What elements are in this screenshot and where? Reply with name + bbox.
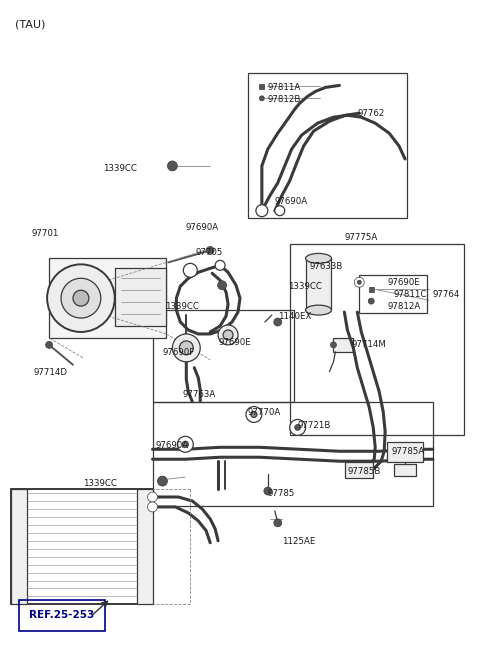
- Circle shape: [180, 341, 193, 355]
- Bar: [346, 462, 373, 478]
- Circle shape: [357, 280, 361, 284]
- Text: 97721B: 97721B: [298, 421, 331, 430]
- Text: 97785: 97785: [268, 489, 295, 498]
- Circle shape: [259, 96, 264, 101]
- Circle shape: [147, 502, 157, 512]
- Text: 97714D: 97714D: [33, 368, 67, 377]
- Bar: [248, 74, 407, 218]
- Circle shape: [47, 264, 115, 332]
- Bar: [153, 402, 433, 506]
- Text: 97770A: 97770A: [248, 408, 281, 417]
- Bar: [334, 338, 353, 352]
- Circle shape: [46, 342, 53, 348]
- Circle shape: [264, 487, 272, 495]
- Circle shape: [217, 281, 227, 289]
- Circle shape: [218, 325, 238, 345]
- Circle shape: [275, 205, 285, 216]
- Bar: [137, 489, 153, 604]
- Circle shape: [368, 298, 374, 304]
- Text: (TAU): (TAU): [15, 20, 46, 30]
- Text: 97762: 97762: [357, 110, 384, 118]
- Bar: [49, 258, 167, 338]
- Text: 97811C: 97811C: [393, 290, 427, 299]
- Bar: [259, 84, 264, 89]
- Circle shape: [157, 476, 168, 486]
- Circle shape: [354, 277, 364, 288]
- Circle shape: [182, 441, 188, 447]
- Text: 1140EX: 1140EX: [278, 312, 311, 321]
- Text: 97690A: 97690A: [156, 441, 189, 451]
- Circle shape: [206, 246, 214, 254]
- Circle shape: [178, 436, 193, 452]
- Bar: [306, 258, 332, 310]
- Circle shape: [73, 290, 89, 306]
- Bar: [290, 244, 464, 436]
- Bar: [360, 275, 427, 313]
- Text: 97812A: 97812A: [387, 302, 420, 311]
- Circle shape: [61, 278, 101, 318]
- Circle shape: [295, 424, 300, 430]
- Bar: [115, 269, 167, 326]
- Text: 97690A: 97690A: [275, 197, 308, 206]
- Bar: [394, 464, 416, 476]
- Text: 1339CC: 1339CC: [103, 164, 137, 173]
- Bar: [12, 489, 153, 604]
- Text: 97690E: 97690E: [218, 338, 251, 347]
- Text: 97701: 97701: [31, 229, 59, 237]
- Circle shape: [246, 407, 262, 422]
- Text: 97633B: 97633B: [310, 262, 343, 271]
- Circle shape: [256, 205, 268, 216]
- Circle shape: [274, 519, 282, 527]
- Text: 97690E: 97690E: [387, 278, 420, 288]
- Text: 97714M: 97714M: [351, 340, 386, 349]
- Circle shape: [290, 419, 306, 436]
- Text: 97775A: 97775A: [344, 233, 378, 241]
- Text: 1339CC: 1339CC: [288, 282, 322, 291]
- Text: 97785B: 97785B: [348, 467, 381, 476]
- Text: 97812B: 97812B: [268, 95, 301, 104]
- Ellipse shape: [306, 254, 332, 263]
- Text: 1125AE: 1125AE: [282, 537, 315, 546]
- Bar: [153, 310, 294, 402]
- Circle shape: [274, 318, 282, 326]
- Circle shape: [172, 334, 200, 362]
- Text: 1339CC: 1339CC: [83, 479, 117, 488]
- Text: 97763A: 97763A: [182, 390, 216, 398]
- Circle shape: [183, 263, 197, 277]
- Text: 97690F: 97690F: [162, 348, 195, 357]
- Text: 97785A: 97785A: [391, 447, 424, 456]
- Circle shape: [147, 492, 157, 502]
- Text: REF.25-253: REF.25-253: [29, 610, 95, 620]
- Text: 97811A: 97811A: [268, 83, 301, 93]
- Text: 97764: 97764: [433, 290, 460, 299]
- Circle shape: [223, 330, 233, 340]
- Bar: [387, 442, 423, 462]
- Text: 97705: 97705: [195, 248, 223, 258]
- Text: 97690A: 97690A: [185, 222, 218, 231]
- Circle shape: [330, 342, 336, 348]
- Ellipse shape: [306, 305, 332, 315]
- Bar: [12, 489, 27, 604]
- Bar: [369, 287, 374, 291]
- Text: 1339CC: 1339CC: [166, 302, 199, 311]
- Circle shape: [251, 411, 257, 417]
- Circle shape: [215, 260, 225, 271]
- Circle shape: [168, 161, 178, 171]
